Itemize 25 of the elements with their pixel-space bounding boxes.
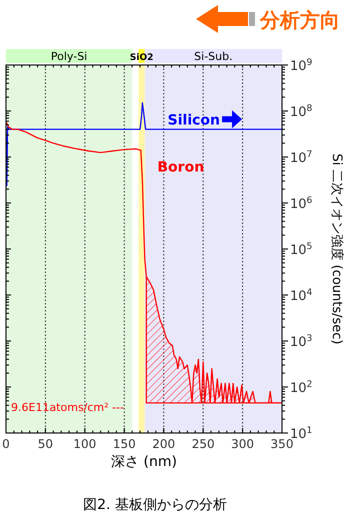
annotation: 9.6E11atoms/cm² --- xyxy=(11,401,124,414)
x-axis-title: 深さ (nm) xyxy=(111,454,177,470)
y-axis-title: Si 二次イオン強度 (counts/sec) xyxy=(329,153,345,345)
y-tick-label: 10$^{9}$ xyxy=(290,58,313,74)
x-tick-label: 300 xyxy=(231,437,254,451)
y-tick-label: 10$^{6}$ xyxy=(290,196,313,212)
y-tick-label: 10$^{3}$ xyxy=(290,334,313,350)
x-tick-label: 200 xyxy=(152,437,176,451)
band-label: Poly-Si xyxy=(50,50,88,63)
x-tick-label: 350 xyxy=(270,437,294,451)
legend-label: Silicon xyxy=(168,112,220,128)
band-label: Si-Sub. xyxy=(194,50,233,63)
x-tick-label: 150 xyxy=(112,437,136,451)
x-tick-label: 50 xyxy=(38,437,54,451)
x-tick-label: 250 xyxy=(192,437,215,451)
y-tick-label: 10$^{8}$ xyxy=(290,104,313,120)
series-label: Boron xyxy=(157,160,204,176)
text: 分析方向 xyxy=(259,8,340,32)
y-tick-label: 10$^{2}$ xyxy=(290,380,312,396)
y-tick-label: 10$^{7}$ xyxy=(290,150,313,166)
x-tick-label: 100 xyxy=(73,437,96,451)
y-tick-label: 10$^{5}$ xyxy=(290,242,312,258)
x-tick-label: 0 xyxy=(2,437,10,451)
y-tick-label: 10$^{4}$ xyxy=(290,288,313,304)
text: 図2. 基板側からの分析 xyxy=(83,497,227,513)
